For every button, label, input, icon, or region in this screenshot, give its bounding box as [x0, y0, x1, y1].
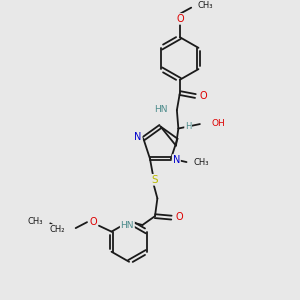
- Text: HN: HN: [154, 105, 167, 114]
- Text: O: O: [176, 212, 183, 222]
- Text: HN: HN: [121, 220, 134, 230]
- Text: O: O: [89, 217, 97, 227]
- Text: O: O: [176, 14, 184, 24]
- Text: O: O: [199, 91, 207, 101]
- Text: N: N: [173, 155, 180, 165]
- Text: N: N: [134, 132, 142, 142]
- Text: CH₃: CH₃: [28, 217, 44, 226]
- Text: H: H: [185, 122, 191, 130]
- Text: CH₂: CH₂: [50, 225, 65, 234]
- Text: CH₃: CH₃: [197, 1, 213, 10]
- Text: OH: OH: [211, 119, 225, 128]
- Text: CH₃: CH₃: [194, 158, 209, 167]
- Text: S: S: [151, 175, 158, 185]
